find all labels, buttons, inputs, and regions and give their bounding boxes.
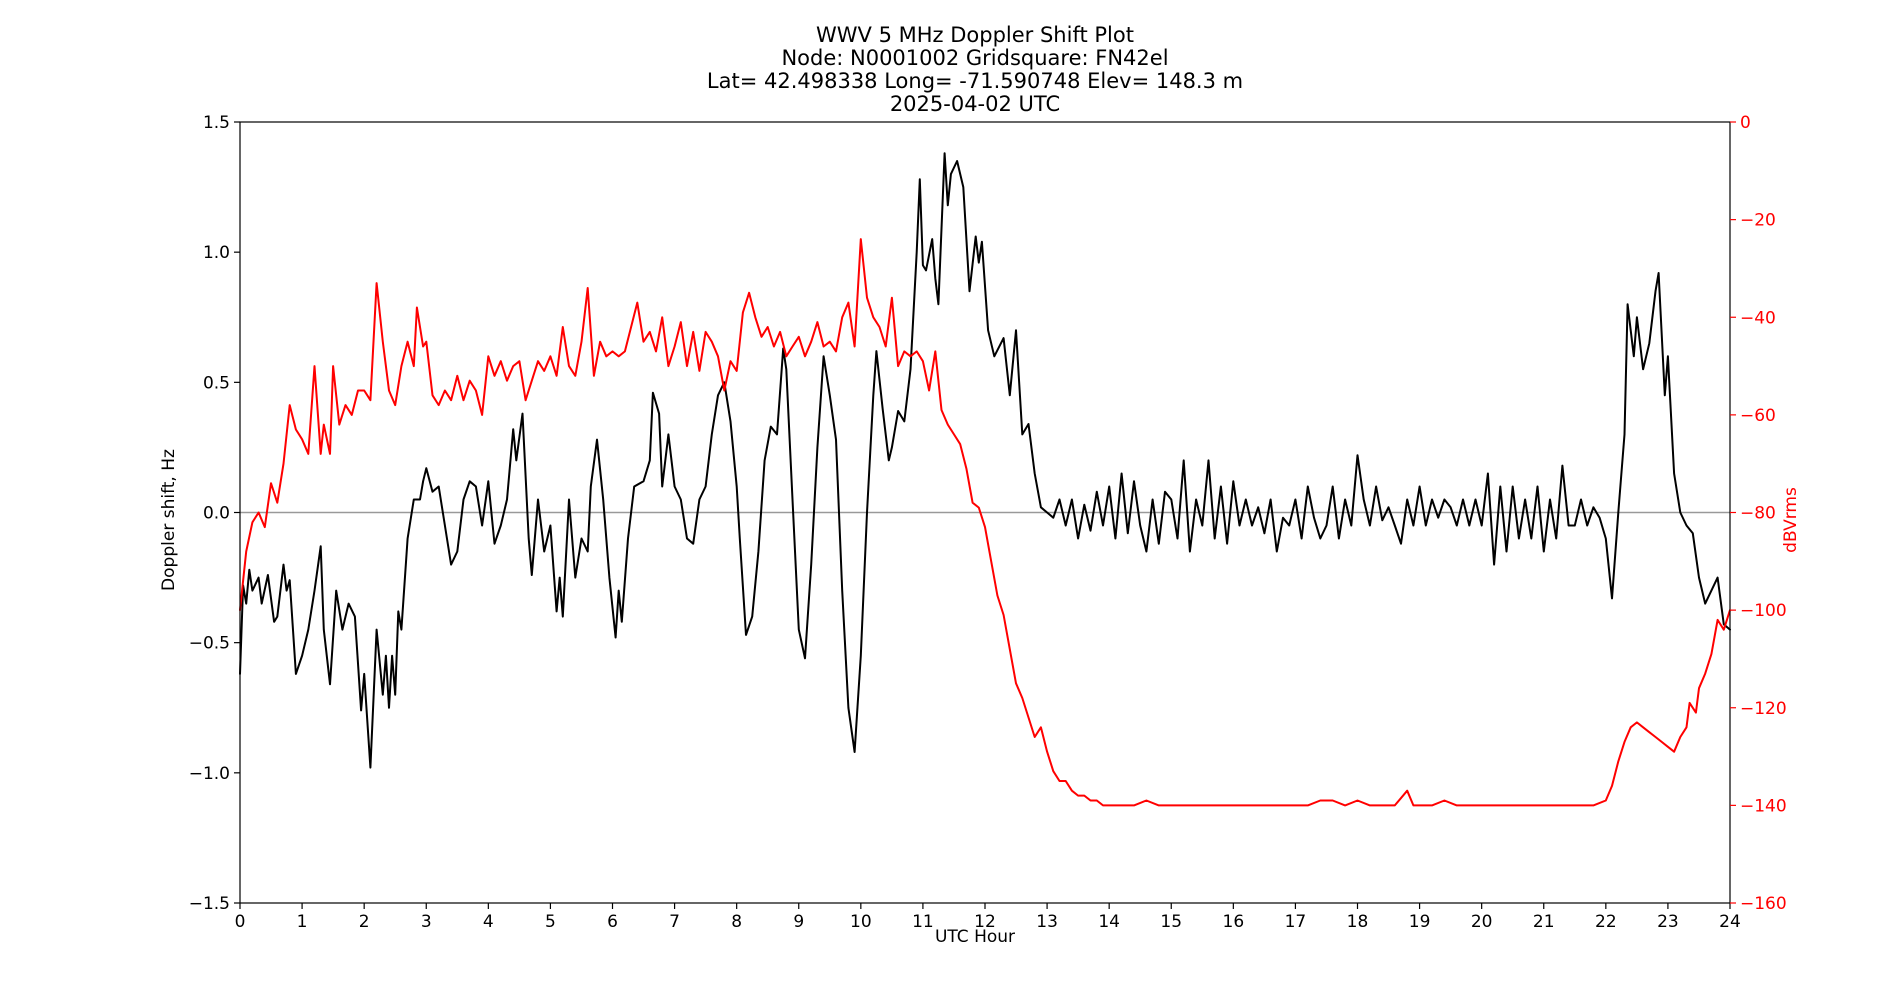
y2-tick-label: −20 xyxy=(1740,211,1776,231)
x-axis-label: UTC Hour xyxy=(935,927,1015,947)
x-tick-label: 6 xyxy=(607,912,618,932)
title-line-4: 2025-04-02 UTC xyxy=(890,92,1060,116)
y-tick-label: 0.0 xyxy=(203,504,230,524)
x-axis: 0 1 2 3 4 5 6 7 8 9 10 11 12 13 14 15 16 17 18 19 20 21 22 23 24 xyxy=(235,903,1741,932)
title-line-3: Lat= 42.498338 Long= -71.590748 Elev= 14… xyxy=(707,69,1243,93)
y-tick-label: −1.5 xyxy=(189,894,230,914)
x-tick-label: 1 xyxy=(297,912,308,932)
x-tick-label: 20 xyxy=(1471,912,1493,932)
x-tick-label: 23 xyxy=(1657,912,1679,932)
y2-tick-label: −40 xyxy=(1740,308,1776,328)
y2-tick-label: −60 xyxy=(1740,406,1776,426)
y2-tick-label: −80 xyxy=(1740,504,1776,524)
x-tick-label: 3 xyxy=(421,912,432,932)
y-axis-right: 0 −20 −40 −60 −80 −100 −120 −140 −160 xyxy=(1730,113,1787,914)
y-axis-left: −1.5 −1.0 −0.5 0.0 0.5 1.0 1.5 xyxy=(189,113,240,914)
x-tick-label: 7 xyxy=(669,912,680,932)
y-axis-label: Doppler shift, Hz xyxy=(159,449,179,591)
series-layer xyxy=(239,152,1731,807)
y2-tick-label: −120 xyxy=(1740,699,1787,719)
title-line-1: WWV 5 MHz Doppler Shift Plot xyxy=(816,23,1134,47)
x-tick-label: 11 xyxy=(912,912,934,932)
y-tick-label: 0.5 xyxy=(203,373,230,393)
x-tick-label: 14 xyxy=(1098,912,1120,932)
x-tick-label: 5 xyxy=(545,912,556,932)
y2-axis-label: dBVrms xyxy=(1781,487,1801,553)
y2-tick-label: −160 xyxy=(1740,894,1787,914)
y2-tick-label: −100 xyxy=(1740,601,1787,621)
title-line-2: Node: N0001002 Gridsquare: FN42el xyxy=(781,46,1168,70)
x-tick-label: 12 xyxy=(974,912,996,932)
y-tick-label: −0.5 xyxy=(189,634,230,654)
x-tick-label: 18 xyxy=(1347,912,1369,932)
x-tick-label: 22 xyxy=(1595,912,1617,932)
x-tick-label: 21 xyxy=(1533,912,1555,932)
x-tick-label: 24 xyxy=(1719,912,1741,932)
x-tick-label: 13 xyxy=(1036,912,1058,932)
x-tick-label: 19 xyxy=(1409,912,1431,932)
x-tick-label: 15 xyxy=(1160,912,1182,932)
doppler-series-line xyxy=(239,152,1731,769)
x-tick-label: 16 xyxy=(1223,912,1245,932)
x-tick-label: 4 xyxy=(483,912,494,932)
y2-tick-label: −140 xyxy=(1740,796,1787,816)
x-tick-label: 9 xyxy=(793,912,804,932)
power-series-line xyxy=(239,238,1731,807)
y-tick-label: −1.0 xyxy=(189,764,230,784)
y2-tick-label: 0 xyxy=(1740,113,1751,133)
x-tick-label: 17 xyxy=(1285,912,1307,932)
x-tick-label: 2 xyxy=(359,912,370,932)
y-tick-label: 1.5 xyxy=(203,113,230,133)
y-tick-label: 1.0 xyxy=(203,243,230,263)
chart-title: WWV 5 MHz Doppler Shift Plot Node: N0001… xyxy=(707,23,1243,116)
x-tick-label: 0 xyxy=(235,912,246,932)
x-tick-label: 8 xyxy=(731,912,742,932)
x-tick-label: 10 xyxy=(850,912,872,932)
